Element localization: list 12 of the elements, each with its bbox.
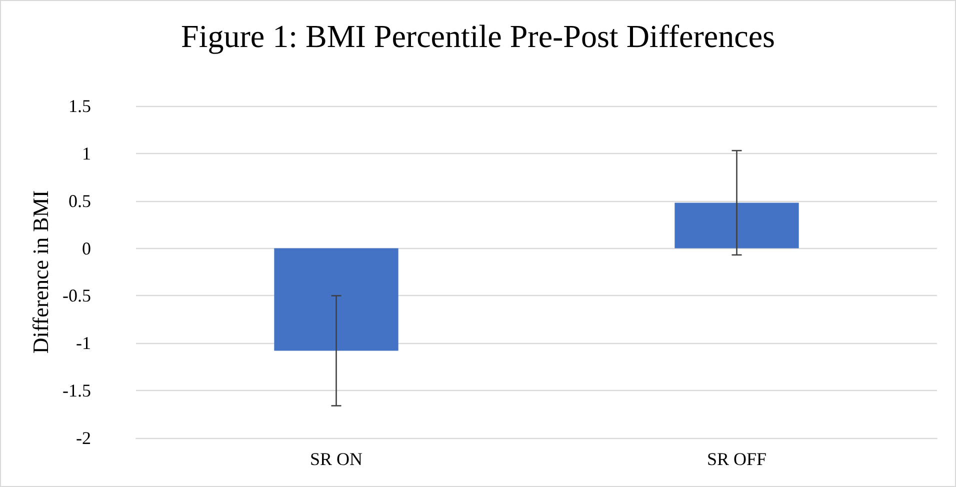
x-tick-label: SR ON: [310, 449, 363, 469]
y-tick-label: 1.5: [68, 96, 91, 116]
y-tick-label: -0.5: [62, 286, 91, 306]
y-tick-label: -2: [76, 428, 91, 448]
y-axis-title: Difference in BMI: [28, 190, 54, 354]
x-tick-label: SR OFF: [706, 449, 767, 469]
y-tick-label: 1: [82, 143, 91, 164]
y-tick-label: 0.5: [68, 190, 91, 211]
y-tick-label: -1.5: [62, 380, 91, 401]
chart-title: Figure 1: BMI Percentile Pre-Post Differences: [181, 18, 775, 54]
y-tick-label: -1: [76, 333, 91, 354]
y-tick-label: 0: [82, 238, 91, 258]
